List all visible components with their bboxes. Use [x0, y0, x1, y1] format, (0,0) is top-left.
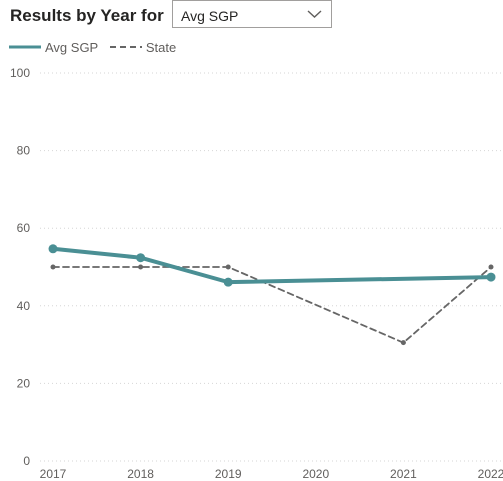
x-tick-label: 2017: [40, 467, 67, 481]
x-tick-label: 2022: [478, 467, 503, 481]
legend-solid-line-icon: [9, 45, 41, 49]
data-point-state: [400, 340, 406, 346]
y-tick-label: 80: [17, 144, 31, 158]
data-point-state: [50, 264, 56, 270]
x-tick-label: 2018: [127, 467, 154, 481]
data-point-state: [138, 264, 144, 270]
data-point-avg-sgp: [136, 253, 146, 263]
data-point-state: [488, 264, 494, 270]
legend-label-state: State: [145, 39, 177, 55]
data-point-avg-sgp: [48, 244, 58, 254]
y-tick-label: 20: [17, 376, 31, 390]
data-point-avg-sgp: [486, 272, 496, 282]
series-line-avg-sgp: [51, 246, 493, 285]
chart-legend: Avg SGP State: [9, 38, 184, 56]
x-tick-label: 2021: [390, 467, 417, 481]
y-tick-label: 60: [17, 221, 31, 235]
legend-label-avg-sgp: Avg SGP: [45, 39, 99, 55]
measure-dropdown[interactable]: Avg SGP: [172, 0, 332, 28]
x-tick-label: 2019: [215, 467, 242, 481]
legend-dashed-line-icon: [109, 46, 142, 48]
legend-item-avg-sgp[interactable]: Avg SGP: [9, 40, 98, 55]
legend-item-state[interactable]: State: [109, 39, 177, 55]
y-tick-label: 0: [23, 454, 30, 468]
y-tick-label: 40: [17, 299, 31, 313]
data-point-state: [225, 264, 231, 270]
chevron-down-icon: [307, 10, 322, 18]
measure-dropdown-value: Avg SGP: [181, 8, 239, 24]
x-tick-label: 2020: [302, 467, 329, 481]
data-point-avg-sgp: [223, 277, 233, 287]
y-tick-label: 100: [10, 66, 30, 80]
chart-title: Results by Year for: [10, 6, 164, 25]
